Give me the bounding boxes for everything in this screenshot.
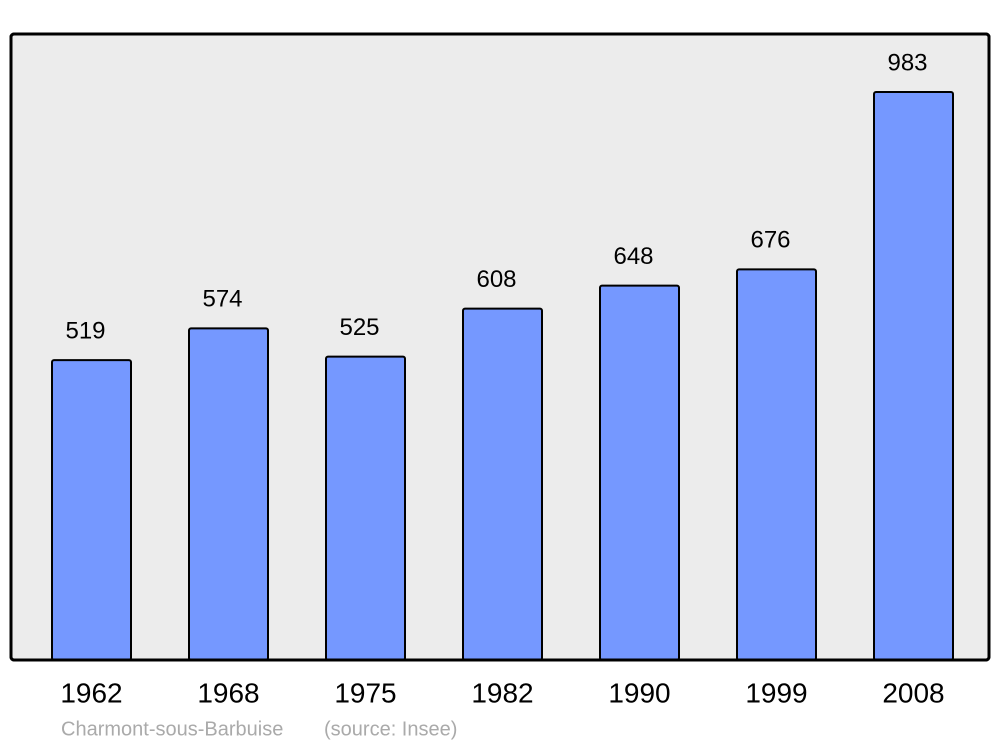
value-label: 519 (65, 317, 105, 344)
value-label: 648 (613, 243, 653, 270)
x-tick-label: 1982 (471, 677, 533, 708)
caption: Charmont-sous-Barbuise (61, 718, 283, 740)
bar (51, 359, 132, 661)
value-label: 608 (476, 266, 516, 293)
value-label: 525 (339, 314, 379, 341)
bar (873, 91, 954, 661)
x-tick-label: 1990 (608, 677, 670, 708)
bar (188, 327, 269, 661)
bar (599, 284, 680, 661)
x-tick-label: 1999 (745, 677, 807, 708)
bar (325, 355, 406, 661)
value-label: 983 (887, 49, 927, 76)
value-label: 676 (750, 227, 790, 254)
plot-frame (9, 32, 991, 662)
x-tick-label: 1968 (197, 677, 259, 708)
x-tick-label: 2008 (882, 677, 944, 708)
source: (source: Insee) (324, 718, 457, 740)
value-label: 574 (202, 286, 242, 313)
bar (736, 268, 817, 661)
bar (462, 307, 543, 661)
x-tick-label: 1962 (60, 677, 122, 708)
x-tick-label: 1975 (334, 677, 396, 708)
